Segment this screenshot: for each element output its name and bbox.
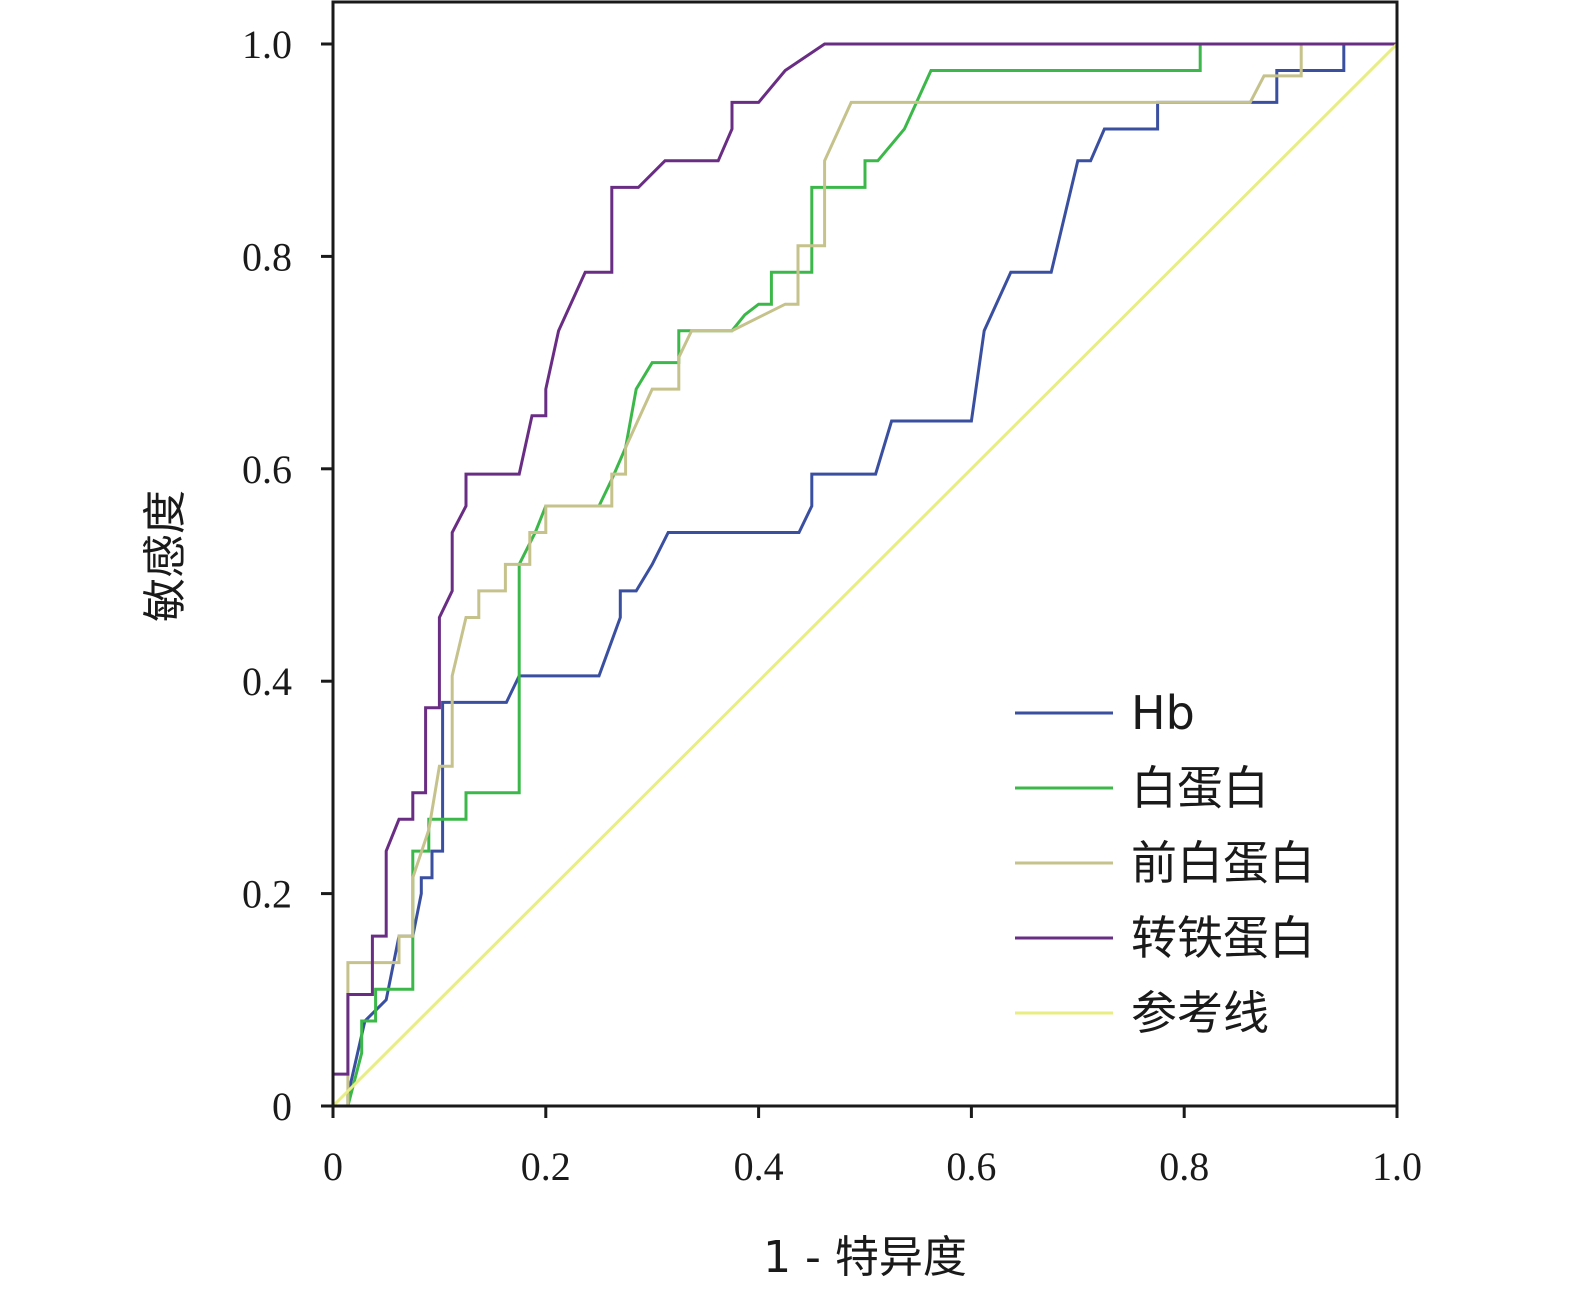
- y-tick-label: 0.6: [242, 447, 292, 492]
- x-axis-title: 1 - 特异度: [763, 1232, 967, 1283]
- y-tick-label: 1.0: [242, 22, 292, 67]
- series-line-3: [333, 42, 1397, 1076]
- y-tick-label: 0: [272, 1084, 292, 1129]
- y-tick-label: 0.8: [242, 234, 292, 279]
- x-tick-label: 0.6: [946, 1144, 996, 1189]
- x-tick-label: 0.4: [734, 1144, 784, 1189]
- series-layer: [331, 42, 1399, 1108]
- x-tick-label: 0: [323, 1144, 343, 1189]
- legend-label: 白蛋白: [1131, 761, 1269, 815]
- legend-label: 转铁蛋白: [1131, 911, 1315, 965]
- legend-label: Hb: [1131, 686, 1195, 740]
- series-line-0: [346, 42, 1397, 1106]
- series-line-4: [331, 42, 1399, 1108]
- y-tick-label: 0.2: [242, 872, 292, 917]
- plot-frame: [331, 0, 1399, 1108]
- series-line-1: [346, 42, 1397, 1107]
- x-tick-label: 1.0: [1372, 1144, 1422, 1189]
- x-tick-label: 0.8: [1159, 1144, 1209, 1189]
- y-tick-label: 0.4: [242, 659, 292, 704]
- series-line-2: [346, 42, 1397, 1106]
- x-tick-label: 0.2: [521, 1144, 571, 1189]
- legend-label: 参考线: [1131, 986, 1269, 1040]
- legend-label: 前白蛋白: [1131, 836, 1315, 890]
- y-axis-title: 敏感度: [140, 490, 191, 622]
- axes-layer: 0 0.2 0.4 0.6 0.8 1.0 0 0.2 0.4 0.6 0.8 1.0: [242, 22, 1422, 1189]
